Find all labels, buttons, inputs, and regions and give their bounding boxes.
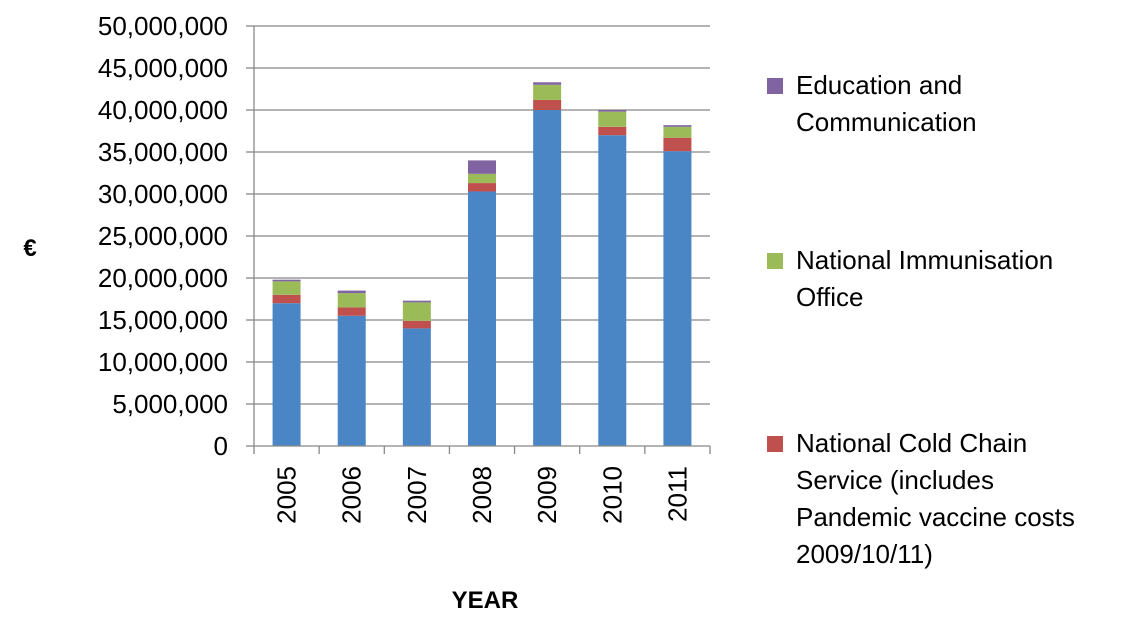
y-tick-label: 40,000,000 bbox=[98, 95, 228, 125]
x-tick-label: 2005 bbox=[272, 466, 302, 524]
bar-segment-education-2010 bbox=[598, 110, 627, 112]
bar-segment-education-2008 bbox=[468, 160, 496, 174]
x-tick-label: 2010 bbox=[597, 466, 627, 524]
bar-segment-cold_chain-2010 bbox=[598, 126, 627, 136]
bar-segment-cold_chain-2007 bbox=[402, 320, 431, 329]
y-tick-label: 20,000,000 bbox=[98, 263, 228, 293]
y-tick-label: 50,000,000 bbox=[98, 11, 228, 41]
bar-segment-base-2011 bbox=[663, 151, 692, 446]
y-tick-label: 5,000,000 bbox=[112, 389, 228, 419]
legend-swatch-cold_chain bbox=[767, 436, 783, 452]
bar-segment-base-2008 bbox=[468, 191, 496, 446]
y-tick-label: 35,000,000 bbox=[98, 137, 228, 167]
y-tick-labels: 0 5,000,000 10,000,000 15,000,000 20,000,000… bbox=[98, 11, 228, 461]
legend-swatch-education bbox=[767, 78, 783, 94]
bars bbox=[272, 82, 692, 446]
x-tick-label: 2008 bbox=[467, 466, 497, 524]
legend-swatch-immunisation bbox=[767, 253, 783, 269]
legend-label-immunisation: Office bbox=[796, 282, 863, 312]
bar-segment-base-2005 bbox=[272, 303, 301, 446]
bar-segment-immunisation-2009 bbox=[533, 84, 562, 100]
x-tick-label: 2006 bbox=[337, 466, 367, 524]
y-tick-label: 25,000,000 bbox=[98, 221, 228, 251]
legend-label-education: Education and bbox=[796, 70, 962, 100]
y-tick-label: 0 bbox=[214, 431, 228, 461]
bar-segment-immunisation-2008 bbox=[468, 173, 496, 184]
legend-label-cold_chain: Pandemic vaccine costs bbox=[796, 502, 1075, 532]
x-tick-labels: 2005 2006 2007 2008 2009 2010 2011 bbox=[272, 466, 693, 524]
legend-label-cold_chain: Service (includes bbox=[796, 465, 994, 495]
y-tick-label: 15,000,000 bbox=[98, 305, 228, 335]
bar-segment-education-2009 bbox=[533, 82, 562, 85]
bar-segment-cold_chain-2005 bbox=[272, 294, 301, 304]
bar-segment-base-2010 bbox=[598, 135, 627, 446]
bar-segment-immunisation-2006 bbox=[337, 293, 366, 308]
bar-segment-cold_chain-2008 bbox=[468, 183, 496, 192]
y-axis-title: € bbox=[23, 235, 36, 262]
bar-segment-base-2006 bbox=[337, 315, 366, 446]
y-tick-label: 45,000,000 bbox=[98, 53, 228, 83]
legend-label-education: Communication bbox=[796, 107, 977, 137]
bar-segment-immunisation-2011 bbox=[663, 126, 692, 138]
legend: Education and Communication National Immun… bbox=[767, 70, 1075, 569]
bar-segment-education-2005 bbox=[272, 279, 301, 282]
bar-segment-education-2007 bbox=[402, 300, 431, 303]
bar-segment-immunisation-2010 bbox=[598, 111, 627, 127]
bar-segment-cold_chain-2011 bbox=[663, 137, 692, 152]
bar-segment-cold_chain-2009 bbox=[533, 99, 562, 110]
bar-segment-base-2007 bbox=[402, 328, 431, 446]
legend-label-cold_chain: 2009/10/11) bbox=[796, 539, 933, 569]
legend-label-cold_chain: National Cold Chain bbox=[796, 428, 1027, 458]
x-tick-label: 2011 bbox=[662, 466, 692, 522]
bar-segment-education-2011 bbox=[663, 125, 692, 127]
bar-segment-immunisation-2007 bbox=[402, 302, 431, 321]
bar-segment-education-2006 bbox=[337, 290, 366, 294]
axes bbox=[246, 25, 711, 454]
x-tick-label: 2007 bbox=[402, 466, 432, 524]
y-tick-label: 10,000,000 bbox=[98, 347, 228, 377]
legend-label-immunisation: National Immunisation bbox=[796, 245, 1053, 275]
bar-segment-base-2009 bbox=[533, 110, 562, 446]
x-tick-label: 2009 bbox=[532, 466, 562, 524]
bar-segment-immunisation-2005 bbox=[272, 281, 301, 295]
x-axis-title: YEAR bbox=[452, 587, 519, 613]
bar-segment-cold_chain-2006 bbox=[337, 307, 366, 316]
y-tick-label: 30,000,000 bbox=[98, 179, 228, 209]
